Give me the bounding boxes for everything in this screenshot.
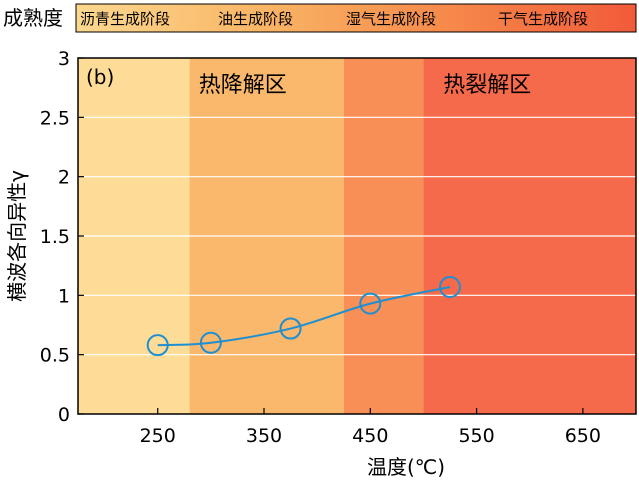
y-tick-label: 0 bbox=[58, 404, 70, 426]
data-point bbox=[359, 292, 382, 315]
x-tick-label: 650 bbox=[565, 425, 601, 447]
y-axis-ticks: 0 0.5 1 1.5 2 2.5 3 bbox=[40, 48, 84, 426]
x-tick-label: 350 bbox=[246, 425, 282, 447]
maturity-gradient-bar bbox=[75, 3, 637, 33]
y-tick-label: 1 bbox=[58, 285, 70, 307]
x-tick-label: 550 bbox=[458, 425, 494, 447]
data-series bbox=[146, 276, 461, 357]
maturity-stage-asphalt: 沥青生成阶段 bbox=[80, 10, 170, 28]
zone-labels: 热降解区 热裂解区 bbox=[199, 73, 531, 98]
panel-label: (b) bbox=[86, 65, 114, 89]
maturity-bar: 成熟度 沥青生成阶段 油生成阶段 湿气生成阶段 干气生成阶段 bbox=[3, 3, 637, 33]
series-line bbox=[157, 286, 451, 347]
x-tick-label: 450 bbox=[352, 425, 388, 447]
y-tick-label: 0.5 bbox=[40, 345, 70, 367]
maturity-stage-oil: 油生成阶段 bbox=[218, 10, 293, 28]
data-point bbox=[439, 276, 461, 299]
maturity-stage-wet-gas: 湿气生成阶段 bbox=[346, 10, 436, 28]
y-tick-label: 2 bbox=[58, 167, 70, 189]
y-tick-label: 2.5 bbox=[40, 107, 70, 129]
maturity-stage-dry-gas: 干气生成阶段 bbox=[498, 10, 588, 28]
data-point bbox=[199, 331, 222, 354]
y-axis-label: 横波各向异性γ bbox=[5, 170, 29, 302]
x-axis-label: 温度(℃) bbox=[367, 455, 445, 479]
y-tick-label: 3 bbox=[58, 48, 70, 70]
y-tick-label: 1.5 bbox=[40, 226, 70, 248]
x-tick-label: 250 bbox=[140, 425, 176, 447]
gridlines bbox=[78, 116, 636, 356]
data-point bbox=[279, 317, 302, 340]
zone-label-thermal-degradation: 热降解区 bbox=[199, 73, 287, 98]
data-point bbox=[146, 334, 169, 357]
zone-label-thermal-cracking: 热裂解区 bbox=[443, 73, 531, 98]
maturity-label: 成熟度 bbox=[3, 6, 63, 30]
x-axis-ticks: 250 350 450 550 650 bbox=[140, 408, 601, 447]
